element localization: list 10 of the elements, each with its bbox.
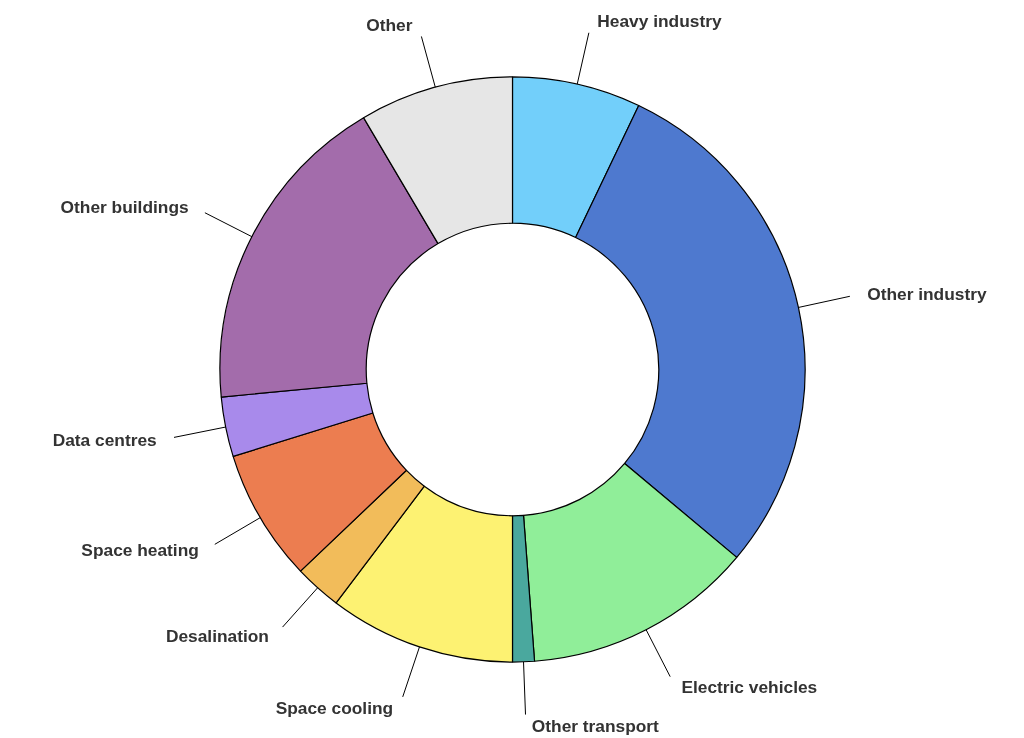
- slice-label: Other buildings: [60, 197, 189, 218]
- slice-label: Other transport: [531, 716, 660, 737]
- slice-label: Electric vehicles: [681, 677, 818, 698]
- slice-label: Desalination: [165, 625, 269, 646]
- slice-label: Space heating: [81, 540, 199, 561]
- slice-label: Data centres: [52, 429, 157, 450]
- slice-label: Heavy industry: [597, 11, 722, 32]
- slice-label: Other: [366, 15, 413, 36]
- slice-label: Other industry: [867, 283, 987, 304]
- slice-label: Space cooling: [275, 697, 394, 718]
